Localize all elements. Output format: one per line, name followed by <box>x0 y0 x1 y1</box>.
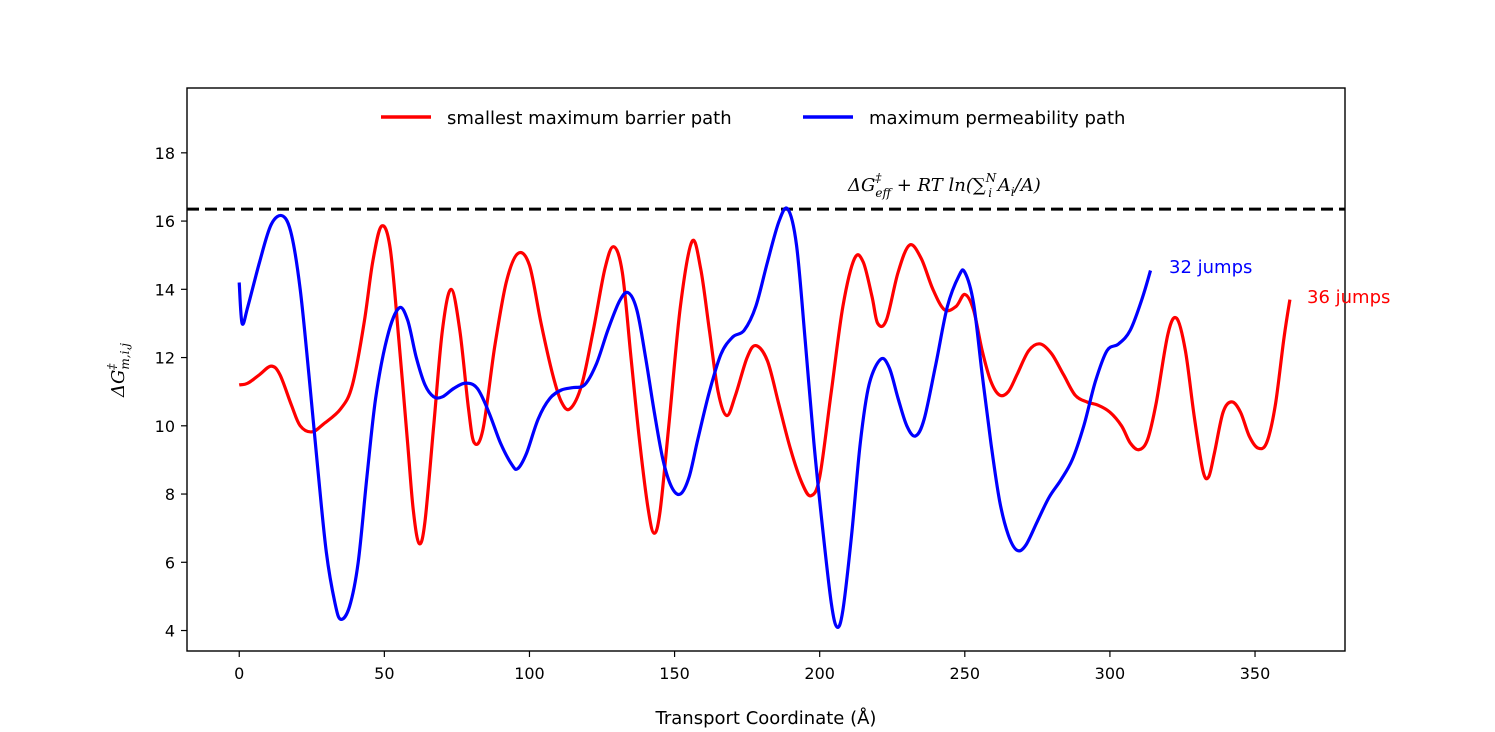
y-tick-label: 6 <box>165 553 175 572</box>
legend-label-red: smallest maximum barrier path <box>447 108 732 129</box>
y-axis-label: ΔG‡m,i,j <box>105 343 132 398</box>
y-tick-label: 4 <box>165 622 175 641</box>
y-tick-label: 18 <box>155 144 175 163</box>
x-tick-label: 200 <box>804 664 835 683</box>
legend: smallest maximum barrier path maximum pe… <box>381 108 1125 129</box>
x-tick-label: 350 <box>1240 664 1271 683</box>
y-tick-label: 16 <box>155 212 175 231</box>
x-tick-label: 250 <box>950 664 981 683</box>
series-line-blue <box>237 206 1153 629</box>
y-tick-label: 12 <box>155 349 175 368</box>
y-tick-label: 8 <box>165 485 175 504</box>
y-tick-label: 10 <box>155 417 175 436</box>
x-tick-label: 0 <box>234 664 244 683</box>
y-axis-ticks: 4 6 8 10 12 14 16 18 <box>155 144 187 641</box>
x-tick-label: 150 <box>659 664 690 683</box>
x-tick-label: 300 <box>1095 664 1126 683</box>
x-axis-label: Transport Coordinate (Å) <box>655 707 877 729</box>
x-axis-ticks: 0 50 100 150 200 250 300 350 <box>234 651 1270 683</box>
x-tick-label: 50 <box>374 664 394 683</box>
series-group <box>237 206 1292 629</box>
y-tick-label: 14 <box>155 280 175 299</box>
series-line-red <box>238 224 1292 546</box>
series-end-label-red: 36 jumps <box>1307 287 1390 308</box>
legend-label-blue: maximum permeability path <box>869 108 1125 129</box>
reference-line-label: ΔG‡ eff + RT ln(∑N i Ai/A) <box>847 171 1041 200</box>
series-end-label-blue: 32 jumps <box>1169 257 1252 278</box>
plot-frame <box>186 87 1346 652</box>
x-tick-label: 100 <box>514 664 545 683</box>
